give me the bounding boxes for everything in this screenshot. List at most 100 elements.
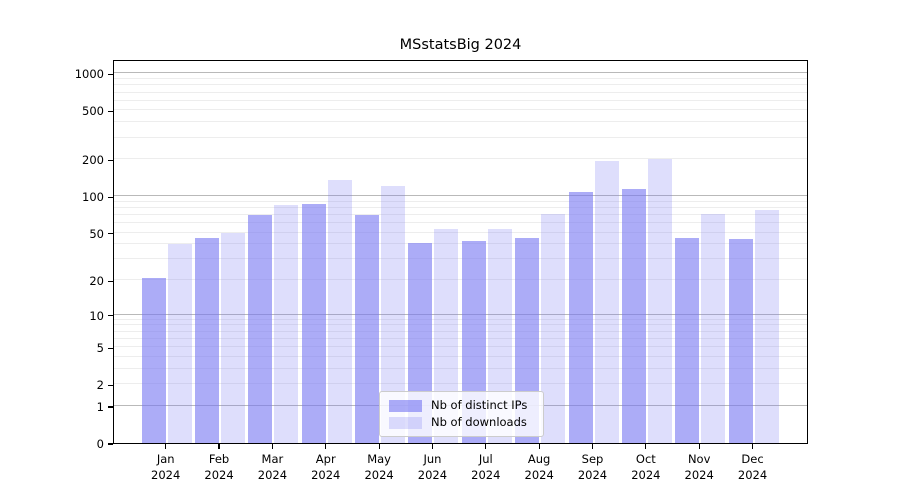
bar-nb-of-distinct-ips-sep [568,192,593,443]
major-gridline [114,72,807,74]
minor-gridline [114,213,807,215]
x-tick-year: 2024 [311,468,341,482]
y-tick-label-20: 20 [89,274,104,289]
y-tick-label-100: 100 [82,190,104,205]
minor-gridline [114,136,807,138]
minor-gridline [114,84,807,86]
minor-gridline [114,383,807,385]
x-tick-month: Aug [527,452,551,466]
x-tick-month: Mar [261,452,284,466]
minor-gridline [114,337,807,339]
x-tick-year: 2024 [364,468,394,482]
x-tick-mark [751,444,754,449]
x-tick-label-jun: Jun 2024 [404,451,460,483]
minor-gridline [114,222,807,224]
x-tick-year: 2024 [524,468,554,482]
plot-area: Nb of distinct IPs Nb of downloads [113,60,808,444]
x-tick-year: 2024 [471,468,501,482]
x-tick-label-may: May 2024 [351,451,407,483]
y-tick-label-1000: 1000 [74,67,104,82]
x-tick-label-feb: Feb 2024 [191,451,247,483]
y-tick-mark [108,110,113,113]
x-tick-mark [645,444,647,449]
legend-label: Nb of downloads [431,415,527,429]
minor-gridline [114,158,807,160]
y-tick-mark [108,315,113,317]
minor-gridline [114,231,807,233]
minor-gridline [114,78,807,80]
chart-title: MSstatsBig 2024 [399,37,522,53]
x-tick-year: 2024 [737,468,768,482]
minor-gridline [114,109,807,111]
bar-nb-of-downloads-apr [327,180,352,443]
y-tick-label-5: 5 [96,341,104,356]
legend-label: Nb of distinct IPs [431,398,528,412]
x-tick-label-apr: Apr 2024 [298,451,354,483]
bar-nb-of-downloads-dec [754,209,779,443]
bar-nb-of-downloads-sep [594,160,619,443]
y-tick-label-200: 200 [82,153,104,168]
bar-nb-of-distinct-ips-oct [621,189,646,443]
x-tick-label-dec: Dec 2024 [725,451,781,483]
minor-gridline [114,200,807,202]
minor-gridline [114,121,807,123]
minor-gridline [114,279,807,281]
bar-nb-of-downloads-feb [221,232,246,443]
y-tick-mark [108,73,113,76]
x-tick-year: 2024 [417,468,448,482]
y-tick-label-0: 0 [96,437,104,451]
y-tick-mark [108,233,113,235]
x-tick-label-oct: Oct 2024 [618,451,674,483]
legend: Nb of distinct IPs Nb of downloads [379,391,544,437]
bar-nb-of-distinct-ips-dec [728,239,753,443]
minor-gridline [114,243,807,245]
x-tick-month: Apr [315,452,336,466]
minor-gridline [114,355,807,357]
x-tick-year: 2024 [631,468,661,482]
major-gridline [114,195,807,197]
minor-gridline [114,318,807,320]
y-tick-mark [108,347,113,349]
minor-gridline [114,330,807,332]
y-tick-label-10: 10 [89,308,104,323]
x-tick-mark [271,444,273,449]
x-tick-label-nov: Nov 2024 [671,451,727,483]
legend-item-nb-of-distinct-ips: Nb of distinct IPs [380,399,543,412]
x-tick-label-jan: Jan 2024 [138,451,194,483]
bar-nb-of-downloads-nov [701,213,726,443]
y-tick-label-50: 50 [89,226,104,241]
x-tick-month: May [367,452,391,466]
x-tick-mark [378,444,380,449]
x-tick-month: Jun [423,452,442,466]
x-tick-mark [485,444,487,449]
y-tick-mark [108,159,113,161]
x-tick-mark [165,444,167,449]
bars-layer [114,61,807,443]
bar-nb-of-downloads-mar [274,204,299,443]
x-tick-year: 2024 [257,468,288,482]
minor-gridline [114,91,807,93]
bar-nb-of-distinct-ips-mar [248,214,273,443]
y-tick-label-2: 2 [96,378,104,393]
x-tick-mark [591,444,594,449]
minor-gridline [114,324,807,326]
minor-gridline [114,367,807,369]
x-tick-label-aug: Aug 2024 [511,451,567,483]
x-tick-year: 2024 [577,468,608,482]
bar-nb-of-distinct-ips-jan [141,277,166,443]
x-tick-label-mar: Mar 2024 [244,451,300,483]
bar-nb-of-distinct-ips-apr [301,204,326,443]
x-tick-label-jul: Jul 2024 [458,451,514,483]
bar-nb-of-downloads-aug [541,213,566,443]
x-tick-year: 2024 [684,468,714,482]
x-tick-mark [325,444,327,449]
major-gridline [114,313,807,315]
minor-gridline [114,206,807,208]
x-tick-mark [431,444,434,449]
x-tick-label-sep: Sep 2024 [565,451,621,483]
x-tick-month: Oct [635,452,656,466]
bar-nb-of-distinct-ips-nov [675,238,700,443]
x-tick-month: Dec [741,452,764,466]
y-tick-label-500: 500 [82,104,104,119]
